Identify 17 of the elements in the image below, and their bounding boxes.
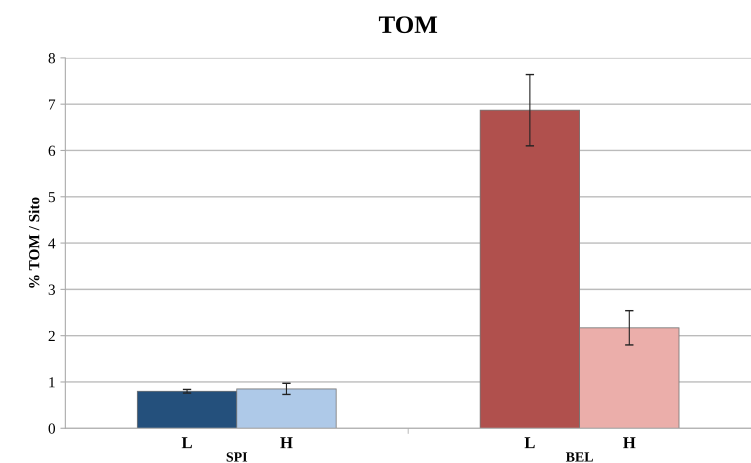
y-tick-label: 6 xyxy=(48,146,56,156)
y-tick-label: 3 xyxy=(48,284,56,295)
y-axis-title: % TOM / Sito xyxy=(28,197,40,288)
y-tick-label: 4 xyxy=(48,238,56,248)
x-tick-label: L xyxy=(182,437,192,448)
x-tick-label: L xyxy=(524,437,535,448)
y-tick-label: 2 xyxy=(48,330,55,341)
y-tick-label: 1 xyxy=(49,377,55,388)
y-tick-label: 7 xyxy=(48,99,56,110)
y-tick-label: 8 xyxy=(48,53,56,64)
text: BEL xyxy=(566,452,593,462)
chart-title: TOM xyxy=(378,16,438,34)
y-tick-label: 5 xyxy=(48,192,56,202)
x-tick-label: H xyxy=(623,437,636,448)
y-tick-label: 0 xyxy=(48,423,56,434)
text: SPI xyxy=(226,452,248,462)
x-tick-label: H xyxy=(280,437,293,448)
